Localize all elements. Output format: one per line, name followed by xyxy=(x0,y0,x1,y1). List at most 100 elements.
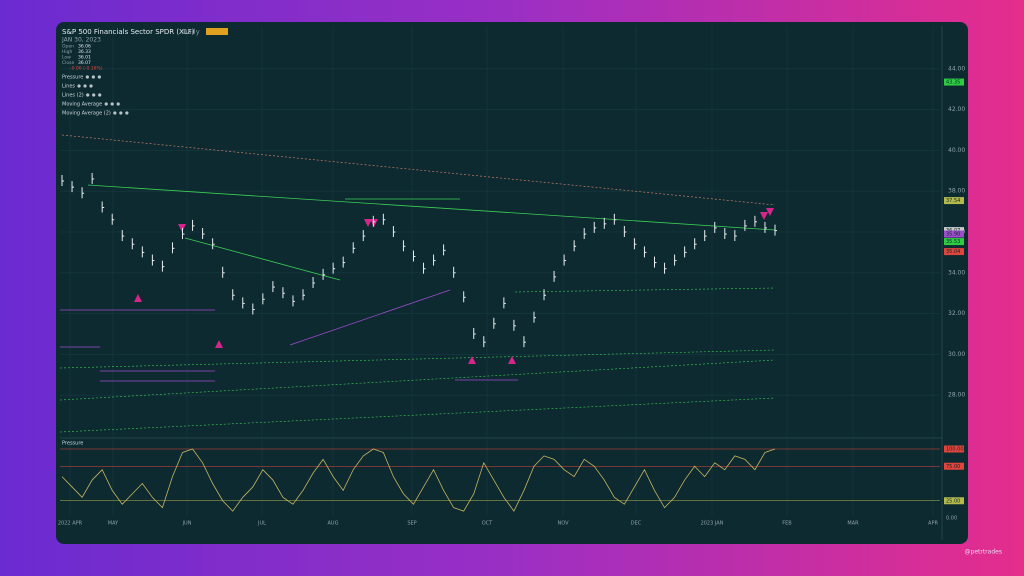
indicator-icon[interactable] xyxy=(98,93,102,97)
indicator-icon[interactable] xyxy=(92,93,96,97)
price-bar xyxy=(473,328,476,339)
indicator-icon[interactable] xyxy=(86,93,90,97)
level-label: 100.00 xyxy=(946,447,964,453)
indicator-icon[interactable] xyxy=(91,75,95,79)
price-bar xyxy=(252,303,255,315)
price-bar xyxy=(724,228,727,240)
price-bar xyxy=(212,238,215,250)
indicator-icon[interactable] xyxy=(119,111,123,115)
change: -0.06 (-0.16%) xyxy=(70,66,103,72)
price-bar xyxy=(714,221,717,233)
ohlc-value: 36.06 xyxy=(78,44,91,50)
indicator-icon[interactable] xyxy=(77,84,81,88)
price-bar xyxy=(262,293,265,305)
price-bar xyxy=(322,268,326,280)
trend-line xyxy=(59,359,776,401)
price-bar xyxy=(71,181,75,193)
trend-line xyxy=(59,349,776,369)
price-bar xyxy=(704,230,707,242)
price-bar xyxy=(121,230,125,242)
price-bar xyxy=(382,213,386,225)
price-bar xyxy=(282,287,285,299)
price-bar xyxy=(302,289,306,301)
indicator-icon[interactable] xyxy=(113,111,117,115)
price-bar xyxy=(61,175,64,186)
x-tick-label: FEB xyxy=(782,521,792,527)
price-bar xyxy=(392,226,396,237)
price-bar xyxy=(242,297,245,309)
price-bar xyxy=(694,238,697,250)
level-label: 25.00 xyxy=(946,498,960,504)
price-bar xyxy=(91,172,95,184)
indicator-icon[interactable] xyxy=(104,102,108,106)
price-bar xyxy=(643,246,647,258)
indicator-icon[interactable] xyxy=(125,111,129,115)
level-label: 0.00 xyxy=(946,516,957,522)
signals xyxy=(134,208,774,364)
exchange-badge xyxy=(206,28,228,35)
price-bar xyxy=(774,224,777,236)
x-tick-label: SEP xyxy=(407,521,416,527)
price-bar xyxy=(433,254,436,266)
price-bar xyxy=(192,219,195,231)
price-bar xyxy=(593,221,597,233)
price-marker-label: 35.53 xyxy=(946,239,960,245)
y-tick-label: 30.00 xyxy=(948,351,965,358)
x-tick-label: AUG xyxy=(328,521,339,527)
ohlc-label: Low xyxy=(62,55,71,61)
price-bar xyxy=(523,336,526,348)
grid: 28.0030.0032.0034.0036.0038.0040.0042.00… xyxy=(58,26,965,527)
price-bar xyxy=(171,242,175,254)
price-bar xyxy=(734,230,737,242)
level-label: 75.00 xyxy=(946,464,960,470)
price-bar xyxy=(483,336,486,348)
indicator-icon[interactable] xyxy=(89,84,93,88)
price-bar xyxy=(182,228,185,240)
price-bar xyxy=(372,215,376,227)
price-bar xyxy=(553,270,557,282)
indicator-icon[interactable] xyxy=(116,102,120,106)
signal-up xyxy=(508,356,516,364)
x-tick-label: MAY xyxy=(108,521,119,527)
price-bar xyxy=(423,262,426,274)
watermark: @petrtrades xyxy=(965,549,1002,556)
trend-line xyxy=(59,397,776,433)
trend-line xyxy=(87,184,776,231)
price-bar xyxy=(272,281,275,293)
price-bar xyxy=(623,226,627,237)
pane-title: Pressure xyxy=(62,441,83,447)
price-bar xyxy=(141,246,145,258)
price-bar xyxy=(81,187,85,199)
indicator-icon[interactable] xyxy=(85,75,89,79)
price-marker-label: 35.04 xyxy=(946,249,960,255)
interval: Daily xyxy=(182,28,200,36)
indicator-icon[interactable] xyxy=(83,84,87,88)
price-marker xyxy=(944,78,964,86)
price-bar xyxy=(312,277,316,288)
price-bar xyxy=(503,297,506,309)
x-tick-label: 2023 JAN xyxy=(701,521,724,527)
indicator-icon[interactable] xyxy=(110,102,114,106)
price-bar xyxy=(402,240,406,252)
price-bar xyxy=(453,266,456,278)
ohlc-label: Close xyxy=(62,60,74,66)
x-tick-label: JUL xyxy=(257,521,266,527)
x-tick-label: APR xyxy=(928,521,938,527)
price-bar xyxy=(232,289,235,301)
y-tick-label: 32.00 xyxy=(948,310,965,317)
price-bar xyxy=(352,242,356,254)
y-tick-label: 38.00 xyxy=(948,188,965,195)
price-marker xyxy=(944,230,964,238)
price-bar xyxy=(111,213,115,225)
indicator-icon[interactable] xyxy=(97,75,101,79)
price-bar xyxy=(463,291,466,303)
price-bar xyxy=(674,254,677,266)
price-bar xyxy=(543,289,547,301)
price-bar xyxy=(151,254,155,266)
level-marker xyxy=(944,497,964,505)
price-bar xyxy=(101,201,105,213)
level-marker xyxy=(944,462,964,470)
price-bar xyxy=(342,256,346,268)
